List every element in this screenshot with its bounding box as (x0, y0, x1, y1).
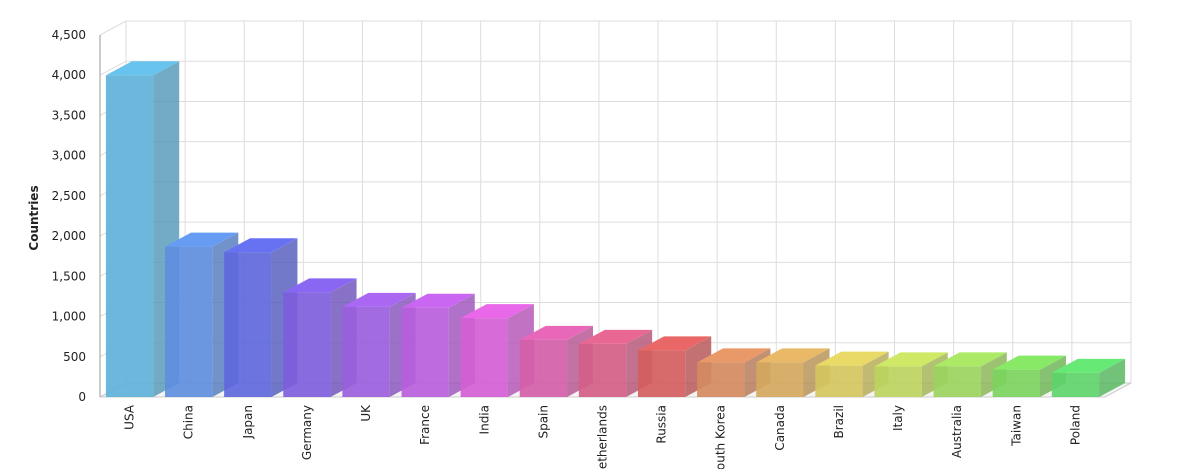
y-axis-label: Countries (27, 185, 41, 250)
x-tick-label: France (418, 405, 432, 445)
x-tick-label: Spain (536, 405, 550, 439)
x-tick-label: Netherlands (596, 405, 610, 469)
grid-line (99, 20, 127, 36)
y-tick-label: 4,500 (52, 28, 86, 42)
x-tick-label: China (182, 405, 196, 439)
x-tick-label: Germany (300, 405, 314, 460)
x-tick-label: Poland (1068, 405, 1082, 445)
x-tick-label: Canada (773, 405, 787, 451)
grid-line (99, 60, 127, 76)
y-tick-label: 1,000 (52, 310, 86, 324)
bar (283, 278, 357, 397)
y-tick-label: 2,500 (52, 189, 86, 203)
y-tick-label: 0 (78, 390, 86, 404)
y-tick-label: 3,000 (52, 149, 86, 163)
x-tick-label: South Korea (714, 405, 728, 469)
y-tick-label: 2,000 (52, 229, 86, 243)
x-tick-label: India (477, 405, 491, 434)
x-tick-label: Taiwan (1009, 405, 1023, 447)
bar (992, 355, 1066, 397)
y-tick-label: 1,500 (52, 269, 86, 283)
bar (1051, 358, 1126, 397)
x-tick-label: Russia (655, 405, 669, 444)
x-tick-label: USA (123, 404, 137, 430)
x-tick-label: Australia (950, 405, 964, 458)
x-tick-label: UK (359, 404, 373, 422)
y-tick-label: 3,500 (52, 108, 86, 122)
x-tick-label: Italy (891, 405, 905, 431)
y-tick-label: 500 (63, 350, 86, 364)
y-tick-label: 4,000 (52, 68, 86, 82)
bar (342, 292, 416, 397)
x-tick-label: Brazil (832, 405, 846, 439)
x-tick-label: Japan (241, 405, 255, 439)
